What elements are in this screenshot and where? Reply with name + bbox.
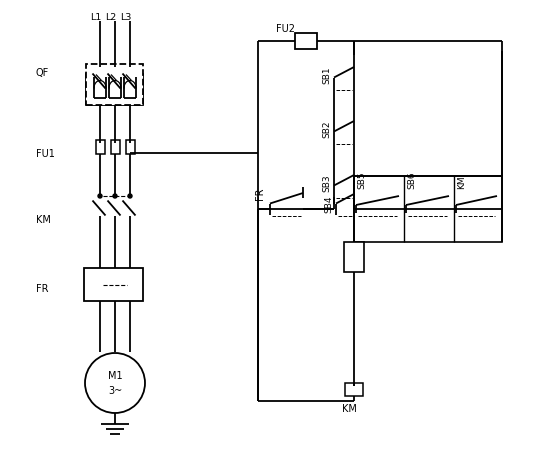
Circle shape <box>113 67 117 71</box>
Bar <box>295 34 317 48</box>
Text: SB6: SB6 <box>407 171 416 189</box>
Bar <box>354 176 502 242</box>
Text: FU2: FU2 <box>276 24 295 34</box>
Circle shape <box>128 194 132 198</box>
Text: SB3: SB3 <box>322 174 331 192</box>
Bar <box>111 141 120 154</box>
Bar <box>344 242 364 272</box>
Text: 3~: 3~ <box>108 385 122 396</box>
Text: QF: QF <box>36 68 49 78</box>
Circle shape <box>113 194 117 198</box>
Text: KM: KM <box>36 215 51 225</box>
Text: M1: M1 <box>107 371 122 380</box>
Text: KM: KM <box>342 404 356 414</box>
Text: FU1: FU1 <box>36 149 55 159</box>
Text: FR: FR <box>36 284 48 294</box>
Text: SB5: SB5 <box>357 171 366 189</box>
Text: SB1: SB1 <box>322 66 331 84</box>
Text: SB2: SB2 <box>322 120 331 138</box>
Text: FR: FR <box>255 188 265 200</box>
Circle shape <box>128 67 132 71</box>
Text: KM: KM <box>457 175 466 189</box>
Circle shape <box>98 194 102 198</box>
Circle shape <box>85 353 145 413</box>
Bar <box>84 267 143 301</box>
Bar <box>86 64 143 105</box>
Text: L2: L2 <box>105 12 117 22</box>
Text: L3: L3 <box>120 12 132 22</box>
Bar <box>86 75 143 105</box>
Bar <box>126 141 134 154</box>
Bar <box>95 141 105 154</box>
Bar <box>345 383 363 396</box>
Circle shape <box>98 67 102 71</box>
Text: SB4: SB4 <box>324 195 333 213</box>
Text: L1: L1 <box>90 12 101 22</box>
